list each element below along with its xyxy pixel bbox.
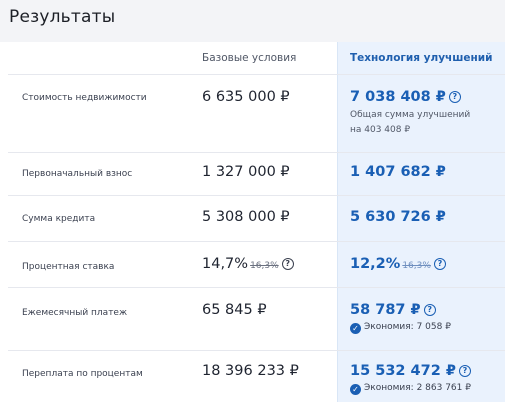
row-divider bbox=[8, 350, 505, 351]
tech-value-interest-rate: 12,2% 16,3%? bbox=[350, 256, 446, 272]
base-value-interest-overpayment: 18 396 233 ₽ bbox=[202, 363, 299, 379]
row-label-monthly-payment: Ежемесячный платеж bbox=[22, 308, 128, 318]
tech-column-highlight bbox=[337, 42, 505, 402]
tech-value-property-cost: 7 038 408 ₽? bbox=[350, 89, 461, 105]
check-circle-icon: ✓ bbox=[350, 384, 361, 395]
base-value-property-cost: 6 635 000 ₽ bbox=[202, 89, 290, 105]
row-divider bbox=[8, 74, 505, 75]
tech-value-loan-amount: 5 630 726 ₽ bbox=[350, 209, 446, 225]
header-base-conditions: Базовые условия bbox=[202, 52, 297, 64]
saving-interest: ✓ Экономия: 2 863 761 ₽ bbox=[350, 383, 471, 395]
row-divider bbox=[8, 287, 505, 288]
info-icon[interactable]: ? bbox=[423, 304, 436, 316]
info-icon[interactable]: ? bbox=[281, 258, 294, 270]
row-divider bbox=[8, 241, 505, 242]
info-icon[interactable]: ? bbox=[433, 258, 446, 270]
tech-value-interest-overpayment: 15 532 472 ₽? bbox=[350, 363, 471, 379]
saving-monthly: ✓ Экономия: 7 058 ₽ bbox=[350, 322, 451, 334]
info-icon[interactable]: ? bbox=[458, 365, 471, 377]
tech-value-monthly-payment: 58 787 ₽? bbox=[350, 302, 436, 318]
row-divider bbox=[8, 195, 505, 196]
row-divider bbox=[8, 152, 505, 153]
header-tech-improvements: Технология улучшений bbox=[350, 52, 493, 64]
page-title: Результаты bbox=[9, 7, 116, 27]
old-rate: 16,3% bbox=[402, 261, 431, 271]
tech-value-down-payment: 1 407 682 ₽ bbox=[350, 164, 446, 180]
row-label-interest-rate: Процентная ставка bbox=[22, 262, 115, 272]
row-label-down-payment: Первоначальный взнос bbox=[22, 169, 133, 179]
improvements-note: Общая сумма улучшений на 403 408 ₽ bbox=[350, 110, 471, 135]
row-label-loan-amount: Сумма кредита bbox=[22, 214, 96, 224]
info-icon[interactable]: ? bbox=[448, 91, 461, 103]
row-label-interest-overpayment: Переплата по процентам bbox=[22, 369, 143, 379]
base-value-monthly-payment: 65 845 ₽ bbox=[202, 302, 267, 318]
old-rate: 16,3% bbox=[250, 261, 279, 271]
base-value-interest-rate: 14,7% 16,3%? bbox=[202, 256, 294, 272]
base-value-loan-amount: 5 308 000 ₽ bbox=[202, 209, 290, 225]
row-label-property-cost: Стоимость недвижимости bbox=[22, 93, 147, 103]
check-circle-icon: ✓ bbox=[350, 323, 361, 334]
base-value-down-payment: 1 327 000 ₽ bbox=[202, 164, 290, 180]
